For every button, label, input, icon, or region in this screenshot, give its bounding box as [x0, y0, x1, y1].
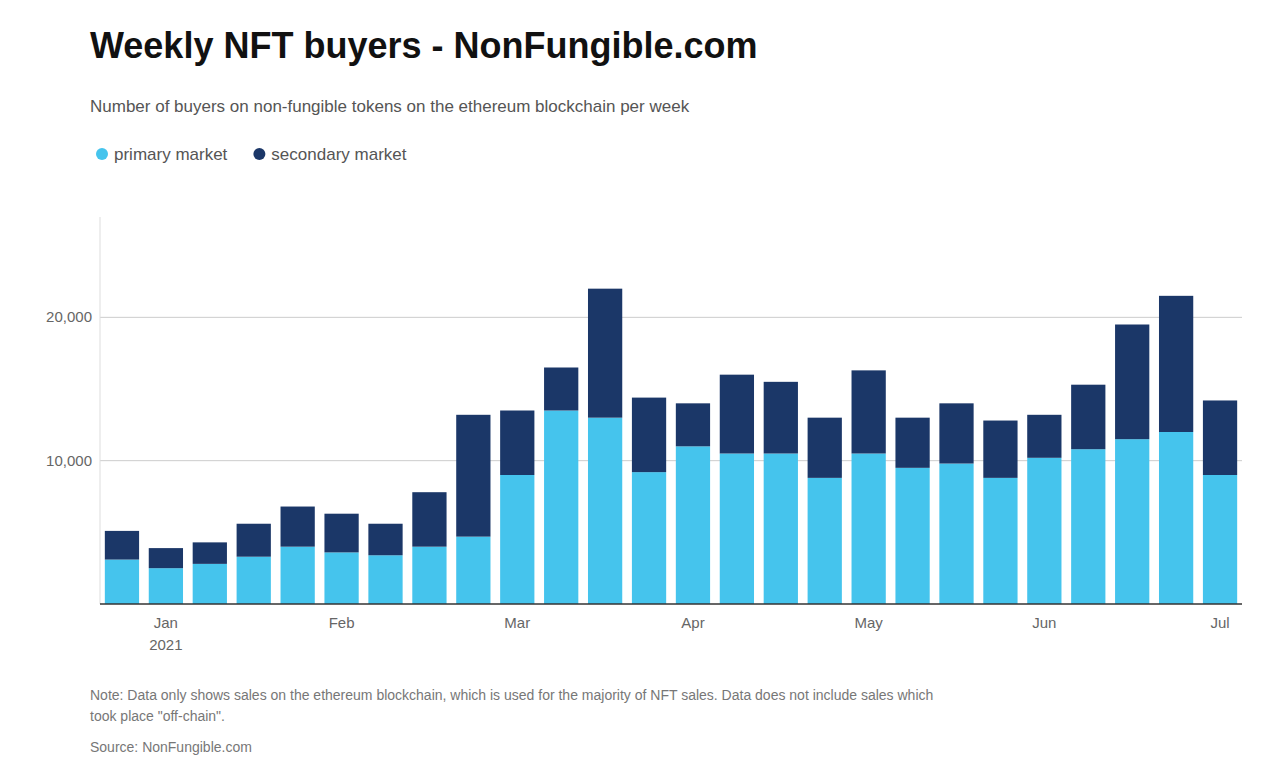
legend-marker: [96, 148, 108, 160]
x-tick-label: Jun: [1032, 614, 1056, 631]
bar: [720, 454, 754, 605]
bar: [895, 468, 929, 604]
bar: [1203, 475, 1237, 604]
bar: [895, 418, 929, 468]
bar: [1027, 458, 1061, 604]
bar: [1203, 400, 1237, 475]
bar: [1159, 432, 1193, 604]
bar: [105, 560, 139, 604]
bar: [1159, 296, 1193, 432]
x-tick-label: Jul: [1210, 614, 1229, 631]
bar: [237, 557, 271, 604]
bar: [939, 403, 973, 463]
background: [0, 0, 1280, 775]
bar: [193, 564, 227, 604]
bar: [149, 548, 183, 568]
bar: [1027, 415, 1061, 458]
bar: [105, 531, 139, 560]
bar: [324, 552, 358, 604]
bar: [500, 475, 534, 604]
x-tick-label: Feb: [329, 614, 355, 631]
bar: [808, 478, 842, 604]
title: Weekly NFT buyers - NonFungible.com: [90, 25, 757, 66]
bar: [1071, 385, 1105, 450]
bar: [456, 537, 490, 604]
bar: [193, 542, 227, 564]
bar: [237, 524, 271, 557]
bar: [412, 547, 446, 604]
bar: [500, 411, 534, 476]
y-axis: 10,000 20,000: [46, 217, 1242, 604]
bar: [544, 368, 578, 411]
bar: [852, 454, 886, 605]
bar: [281, 547, 315, 604]
bar: [983, 478, 1017, 604]
bar: [852, 370, 886, 453]
x-tick-label: Jan: [154, 614, 178, 631]
bars: [105, 289, 1237, 604]
chart: Weekly NFT buyers - NonFungible.com Numbe…: [0, 0, 1280, 775]
bar: [676, 403, 710, 446]
grid-line: [100, 317, 1242, 318]
bar: [368, 524, 402, 556]
bar: [588, 418, 622, 604]
bar: [632, 472, 666, 604]
bar: [1071, 449, 1105, 604]
bar: [456, 415, 490, 537]
legend-label: primary market: [114, 145, 228, 164]
bar: [281, 507, 315, 547]
x-tick-label: Mar: [504, 614, 530, 631]
legend-label: secondary market: [271, 145, 406, 164]
bar: [676, 446, 710, 604]
x-tick-label: May: [854, 614, 883, 631]
y-tick-label: 10,000: [46, 452, 92, 469]
y-axis-line: [100, 217, 101, 604]
source: Source: NonFungible.com: [90, 739, 252, 755]
x-axis: Jan Feb Mar Apr May Jun Jul 2021: [100, 604, 1242, 653]
legend: primary market secondary market: [96, 145, 407, 164]
bar: [808, 418, 842, 478]
bar: [720, 375, 754, 454]
bar: [324, 514, 358, 553]
bar: [149, 568, 183, 604]
bar: [588, 289, 622, 418]
note: Note: Data only shows sales on the ether…: [90, 687, 933, 724]
grid-line: [100, 460, 1242, 461]
legend-marker: [253, 148, 265, 160]
bar: [1115, 439, 1149, 604]
subtitle: Number of buyers on non-fungible tokens …: [90, 97, 690, 116]
bar: [764, 454, 798, 605]
bar: [939, 464, 973, 604]
x-axis-line: [100, 603, 1242, 605]
bar: [632, 398, 666, 473]
bar: [1115, 325, 1149, 440]
bar: [368, 555, 402, 604]
x-tick-label: Apr: [681, 614, 704, 631]
bar: [983, 421, 1017, 478]
annotation: 2021: [149, 636, 182, 653]
bar: [764, 382, 798, 454]
bar: [544, 411, 578, 605]
y-tick-label: 20,000: [46, 308, 92, 325]
bar: [412, 492, 446, 546]
